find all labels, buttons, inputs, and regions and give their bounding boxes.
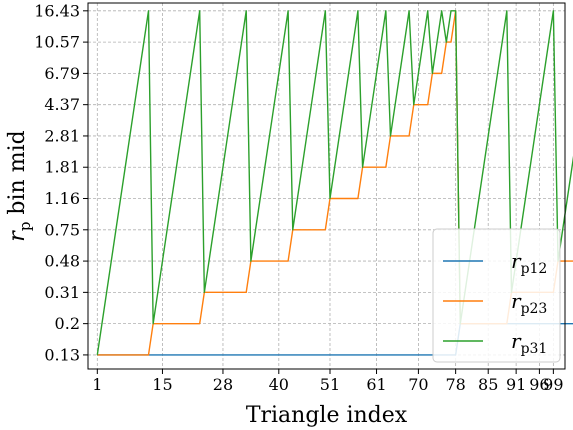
x-tick-label: 28	[213, 375, 233, 394]
x-tick-label: 96	[529, 375, 549, 394]
y-tick-label: 0.48	[44, 252, 80, 271]
y-tick-label: 0.31	[44, 283, 80, 302]
y-tick-label: 1.16	[44, 189, 80, 208]
y-axis-title-sub: p	[16, 222, 34, 232]
x-tick-label: 61	[366, 375, 386, 394]
x-tick-label: 85	[478, 375, 498, 394]
y-tick-label: 6.79	[44, 64, 80, 83]
x-tick-label: 70	[408, 375, 428, 394]
y-axis-title: rp bin mid	[5, 130, 34, 241]
y-tick-label: 16.43	[34, 1, 80, 20]
y-tick-label: 0.75	[44, 220, 80, 239]
legend-label-r_p23: rp23	[511, 289, 547, 317]
y-tick-label: 10.57	[34, 33, 80, 52]
series-line-r_p31	[96, 10, 573, 356]
x-tick-label: 15	[152, 375, 172, 394]
series-line-r_p12	[97, 322, 573, 356]
legend-box	[432, 228, 561, 363]
x-axis-title: Triangle index	[246, 403, 408, 428]
x-tick-label: 99	[543, 375, 563, 394]
series-line-r_p23	[97, 10, 573, 356]
x-tick-label: 40	[269, 375, 289, 394]
y-axis-title-main: r	[5, 230, 30, 242]
legend-label-r_p31: rp31	[511, 329, 547, 357]
y-tick-label: 2.81	[44, 126, 80, 145]
plot-frame	[87, 2, 566, 370]
y-tick-label: 0.13	[44, 345, 80, 364]
y-tick-label: 4.37	[44, 95, 80, 114]
x-tick-label: 91	[506, 375, 526, 394]
y-tick-label: 1.81	[44, 158, 80, 177]
legend-label-r_p12: rp12	[511, 249, 547, 277]
y-axis-title-rest: bin mid	[5, 130, 30, 221]
y-tick-label: 0.2	[55, 314, 80, 333]
x-tick-label: 51	[320, 375, 340, 394]
x-tick-label: 1	[92, 375, 102, 394]
series-layer	[96, 10, 573, 356]
axes	[87, 2, 566, 370]
x-tick-label: 78	[445, 375, 465, 394]
legend: rp12 rp23 rp31	[432, 228, 561, 363]
